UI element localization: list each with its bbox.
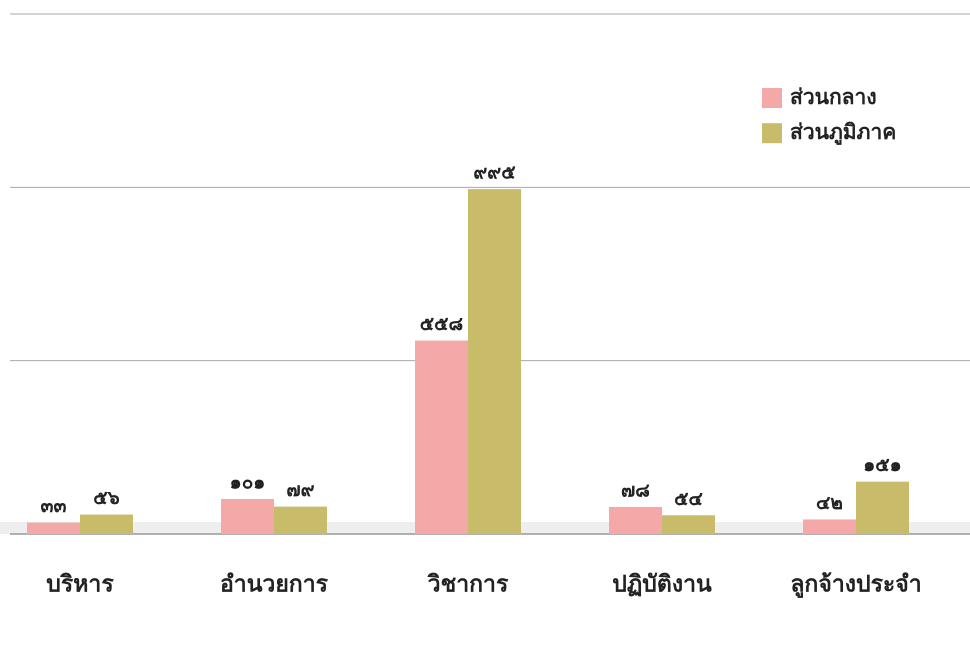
bar — [468, 189, 521, 535]
legend-label: ส่วนกลาง — [790, 85, 877, 109]
legend-swatch — [762, 123, 782, 144]
x-tick-label: ลูกจ้างประจำ — [790, 572, 921, 599]
value-label: ๕๕๘ — [420, 313, 463, 335]
value-label: ๗๙ — [286, 479, 314, 501]
value-label: ๕๔ — [674, 488, 703, 510]
bar — [27, 522, 80, 534]
value-label: ๕๖ — [93, 487, 119, 509]
value-label: ๗๘ — [621, 479, 650, 501]
bar — [609, 506, 662, 534]
value-label: ๑๐๑ — [230, 471, 266, 493]
x-tick-label: ปฏิบัติงาน — [612, 572, 712, 598]
legend-swatch — [762, 88, 782, 108]
bar — [274, 506, 327, 534]
x-tick-label: อำนวยการ — [220, 572, 329, 598]
x-tick-label: บริหาร — [46, 572, 114, 598]
bar — [221, 498, 274, 534]
bar — [80, 514, 133, 534]
value-label: ๔๒ — [816, 492, 843, 514]
value-label: ๑๕๑ — [863, 454, 902, 476]
bar — [856, 481, 909, 534]
value-label: ๓๓ — [41, 495, 67, 517]
bar — [415, 340, 468, 534]
legend-label: ส่วนภูมิภาค — [790, 120, 896, 146]
bar — [662, 515, 715, 534]
value-label: ๙๙๕ — [473, 162, 515, 184]
x-tick-label: วิชาการ — [427, 572, 509, 598]
bar — [803, 519, 856, 534]
